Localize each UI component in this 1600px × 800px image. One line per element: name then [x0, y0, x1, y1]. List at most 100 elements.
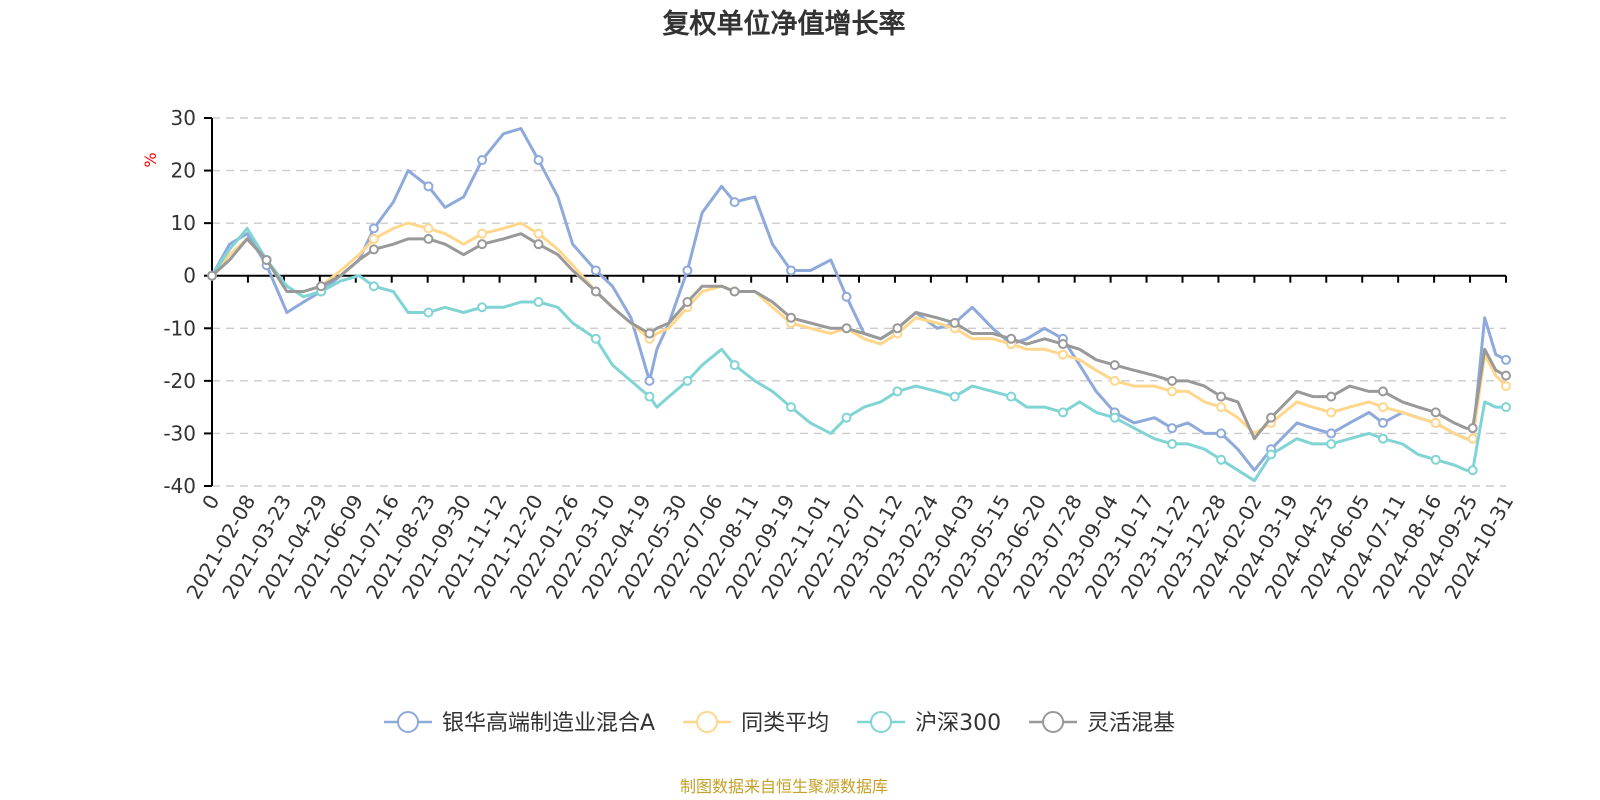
series-line — [210, 232, 1507, 441]
data-point — [1467, 423, 1478, 434]
data-point — [533, 228, 544, 239]
data-point — [1109, 412, 1120, 423]
data-point — [423, 307, 434, 318]
data-point — [1167, 423, 1178, 434]
series-3 — [207, 232, 1511, 441]
y-axis: 30 20 10 0 -10 -20 -30 -40 — [163, 106, 213, 498]
data-point — [892, 323, 903, 334]
data-point — [1501, 354, 1511, 365]
data-point — [1430, 407, 1441, 418]
x-tick-label: 0 — [197, 491, 224, 514]
data-point — [1326, 391, 1337, 402]
data-point — [841, 291, 852, 302]
data-point — [892, 386, 903, 397]
data-point — [1501, 370, 1511, 381]
y-tick-label: 10 — [171, 211, 196, 235]
legend-marker — [397, 711, 419, 733]
data-point — [1167, 386, 1178, 397]
y-tick-label: -40 — [163, 474, 196, 498]
data-point — [841, 323, 852, 334]
data-point — [786, 402, 797, 413]
y-tick-label: -20 — [163, 369, 196, 393]
legend: 银华高端制造业混合A 同类平均 沪深300 灵活混基 — [384, 711, 1175, 736]
legend-marker — [696, 711, 719, 733]
data-point — [590, 333, 601, 344]
data-point — [1430, 417, 1441, 428]
legend-label: 沪深300 — [915, 711, 1001, 736]
data-point — [368, 233, 379, 244]
y-tick-label: -10 — [163, 316, 196, 340]
data-point — [368, 281, 379, 292]
data-point — [1006, 391, 1017, 402]
data-point — [1377, 386, 1388, 397]
data-point — [423, 181, 434, 192]
data-point — [841, 412, 852, 423]
data-point — [949, 318, 960, 329]
data-point — [590, 265, 601, 276]
data-point — [533, 239, 544, 250]
legend-label: 灵活混基 — [1087, 711, 1175, 736]
data-point — [261, 254, 272, 265]
data-point — [1326, 428, 1337, 439]
data-point — [1377, 402, 1388, 413]
data-point — [1377, 417, 1388, 428]
series-line — [210, 221, 1508, 441]
legend-item-3: 灵活混基 — [1029, 711, 1175, 736]
data-point — [644, 375, 655, 386]
legend-marker — [870, 711, 893, 733]
data-point — [1326, 438, 1337, 449]
data-point — [1216, 454, 1227, 465]
data-point — [1109, 375, 1120, 386]
data-point — [1057, 407, 1068, 418]
legend-marker — [1042, 711, 1065, 733]
data-point — [477, 228, 488, 239]
data-point — [729, 197, 740, 208]
data-point — [207, 270, 217, 281]
data-point — [1501, 402, 1511, 413]
series-line — [210, 226, 1506, 483]
legend-label: 同类平均 — [741, 711, 829, 736]
data-point — [1501, 381, 1511, 392]
data-point — [1006, 333, 1017, 344]
y-tick-label: 0 — [183, 264, 196, 288]
data-point — [1167, 438, 1178, 449]
data-point — [1057, 349, 1068, 360]
data-point — [1467, 465, 1478, 476]
data-point — [477, 155, 488, 166]
data-point — [729, 286, 740, 297]
y-tick-label: -30 — [163, 421, 196, 445]
data-point — [949, 391, 960, 402]
data-point — [423, 233, 434, 244]
data-point — [533, 297, 544, 307]
data-point — [1266, 412, 1277, 423]
y-tick-label: 30 — [171, 106, 196, 130]
data-point — [644, 391, 655, 402]
data-point — [682, 297, 693, 307]
data-point — [368, 223, 379, 234]
chart-title: 复权单位净值增长率 — [663, 8, 906, 40]
data-point — [786, 265, 797, 276]
series-line — [210, 127, 1507, 472]
y-tick-label: 20 — [171, 159, 196, 183]
legend-label: 银华高端制造业混合A — [442, 711, 655, 736]
legend-item-0: 银华高端制造业混合A — [384, 711, 655, 736]
data-point — [423, 223, 434, 234]
data-point — [368, 244, 379, 255]
data-point — [1266, 449, 1277, 460]
legend-item-2: 沪深300 — [857, 711, 1001, 736]
data-point — [1377, 433, 1388, 444]
y-axis-unit-label: % — [141, 152, 160, 167]
grid-lines — [212, 117, 1506, 487]
legend-item-1: 同类平均 — [683, 711, 829, 736]
data-point — [729, 360, 740, 371]
data-point — [533, 155, 544, 166]
data-point — [1167, 375, 1178, 386]
data-point — [644, 328, 655, 339]
data-point — [786, 312, 797, 323]
data-point — [1109, 360, 1120, 371]
data-point — [477, 302, 488, 313]
data-point — [1057, 339, 1068, 350]
series-2 — [207, 226, 1511, 483]
data-point — [590, 286, 601, 297]
